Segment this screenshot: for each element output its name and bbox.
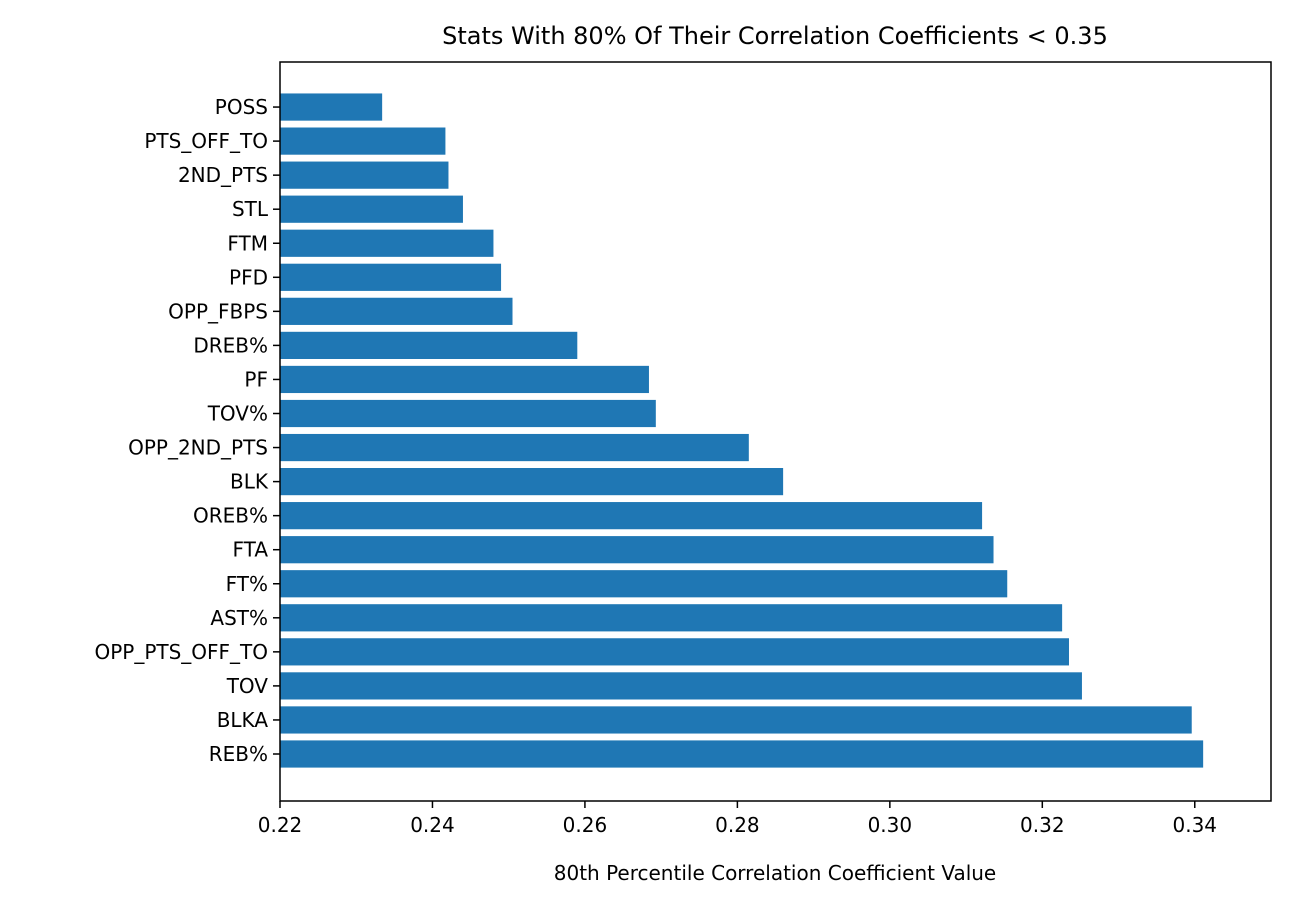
bar-2nd-pts bbox=[280, 161, 449, 189]
bar-pts-off-to bbox=[280, 127, 446, 155]
bar-ast- bbox=[280, 604, 1063, 632]
bar-poss bbox=[280, 93, 383, 121]
y-tick-label: STL bbox=[232, 197, 269, 221]
y-tick-label: 2ND_PTS bbox=[178, 163, 268, 187]
bar-dreb- bbox=[280, 331, 578, 359]
x-tick-label: 0.22 bbox=[258, 813, 303, 837]
bar-reb- bbox=[280, 740, 1204, 768]
y-tick-label: OPP_FBPS bbox=[168, 299, 268, 323]
y-tick-label: OREB% bbox=[193, 504, 268, 528]
y-tick-label: DREB% bbox=[193, 333, 268, 357]
y-tick-label: PTS_OFF_TO bbox=[144, 129, 268, 153]
y-tick-label: TOV bbox=[226, 674, 269, 698]
plot-frame bbox=[279, 61, 1272, 802]
y-tick-label: PFD bbox=[229, 265, 268, 289]
y-tick-label: POSS bbox=[215, 95, 268, 119]
bar-stl bbox=[280, 195, 463, 223]
bar-ftm bbox=[280, 229, 494, 257]
y-tick-label: BLK bbox=[230, 470, 269, 494]
x-tick-label: 0.32 bbox=[1020, 813, 1065, 837]
bar-oreb- bbox=[280, 502, 983, 530]
bar-opp-fbps bbox=[280, 297, 513, 325]
chart-title: Stats With 80% Of Their Correlation Coef… bbox=[442, 22, 1108, 50]
x-axis-label: 80th Percentile Correlation Coefficient … bbox=[554, 861, 997, 885]
bar-tov- bbox=[280, 399, 656, 428]
x-tick-label: 0.30 bbox=[868, 813, 913, 837]
bar-ft- bbox=[280, 570, 1008, 598]
x-tick-label: 0.34 bbox=[1173, 813, 1218, 837]
y-axis-ticks: REB% BLKA TOV OPP_PTS_OFF_TO AST% FT% FTA OREB%… bbox=[94, 95, 280, 766]
bar-opp-2nd-pts bbox=[280, 433, 749, 462]
bar-fta bbox=[280, 536, 994, 564]
y-tick-label: TOV% bbox=[207, 402, 268, 426]
y-tick-label: AST% bbox=[210, 606, 268, 630]
y-tick-label: OPP_PTS_OFF_TO bbox=[94, 640, 268, 664]
y-tick-label: FT% bbox=[226, 572, 268, 596]
y-tick-label: PF bbox=[244, 367, 268, 391]
bar-blka bbox=[280, 706, 1192, 734]
bar-blk bbox=[280, 468, 784, 496]
y-tick-label: OPP_2ND_PTS bbox=[128, 436, 268, 460]
bar-pf bbox=[280, 365, 649, 394]
y-tick-label: FTM bbox=[227, 231, 268, 255]
x-axis-ticks: 0.22 0.24 0.26 0.28 0.30 0.32 0.34 bbox=[258, 801, 1217, 837]
bar-tov bbox=[280, 672, 1082, 700]
y-tick-label: FTA bbox=[233, 538, 269, 562]
bar-pfd bbox=[280, 263, 502, 291]
bar-opp-pts-off-to bbox=[280, 638, 1069, 666]
x-tick-label: 0.24 bbox=[410, 813, 455, 837]
bars-layer bbox=[280, 93, 1204, 768]
y-tick-label: REB% bbox=[209, 742, 268, 766]
y-tick-label: BLKA bbox=[217, 708, 269, 732]
x-tick-label: 0.28 bbox=[715, 813, 760, 837]
x-tick-label: 0.26 bbox=[563, 813, 608, 837]
